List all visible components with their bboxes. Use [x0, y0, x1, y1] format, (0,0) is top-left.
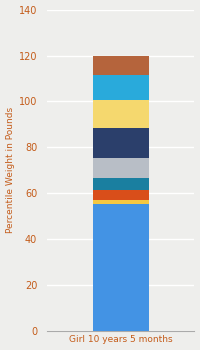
Bar	[93, 200, 149, 204]
Bar	[93, 190, 149, 200]
Bar	[93, 128, 149, 158]
Bar	[93, 178, 149, 190]
Y-axis label: Percentile Weight in Pounds: Percentile Weight in Pounds	[6, 107, 15, 233]
Bar	[93, 56, 149, 75]
Bar	[93, 75, 149, 100]
Bar	[93, 100, 149, 128]
Bar	[93, 204, 149, 331]
Bar	[93, 158, 149, 178]
